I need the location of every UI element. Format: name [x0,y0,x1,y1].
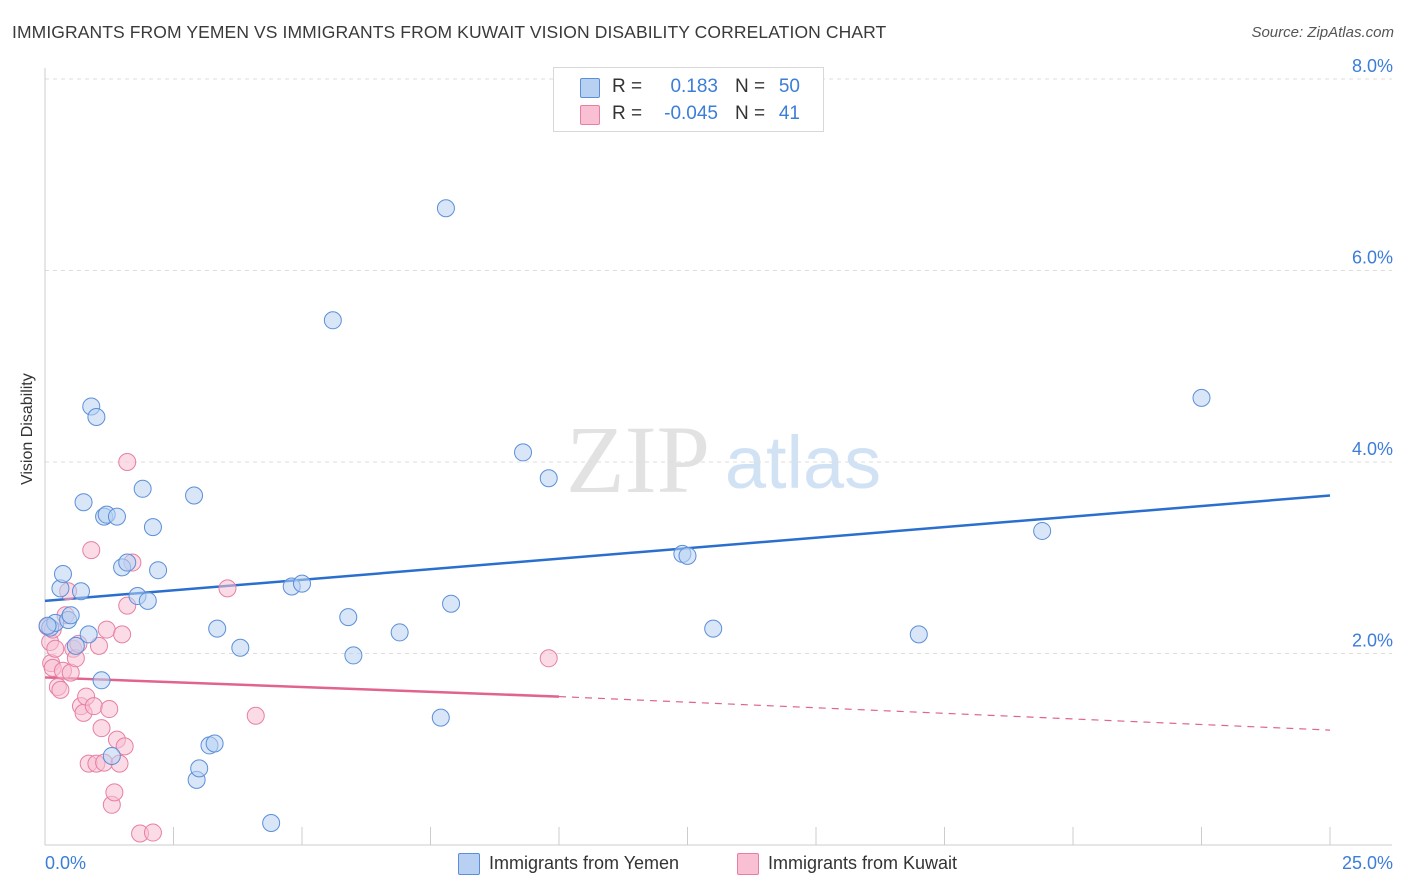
r-value: 0.183 [670,76,718,97]
point-yemen [539,469,558,488]
point-kuwait [51,680,70,699]
data-points [38,199,1211,843]
watermark-atlas: atlas [725,421,881,504]
n-label: N = [735,76,766,97]
r-label: R = [612,76,643,97]
point-yemen [190,759,209,778]
n-value: 50 [778,76,800,97]
point-kuwait [89,636,108,655]
point-yemen [678,546,697,565]
point-yemen [74,493,93,512]
point-yemen [138,591,157,610]
y-tick-label: 8.0% [1352,56,1393,76]
point-yemen [71,582,90,601]
legend-swatch-pink [737,853,759,875]
point-kuwait [539,649,558,668]
point-yemen [514,443,533,462]
point-yemen [205,734,224,753]
point-yemen [431,708,450,727]
y-tick-label: 2.0% [1352,631,1393,651]
r-label: R = [612,103,643,124]
point-yemen [442,594,461,613]
stats-swatch-pink [580,105,600,125]
trend-line-kuwait [44,676,560,698]
legend-label: Immigrants from Yemen [489,853,680,873]
y-tick-label: 4.0% [1352,439,1393,459]
point-yemen [1033,521,1052,540]
point-kuwait [46,639,65,658]
point-yemen [231,638,250,657]
x-tick-label-max: 25.0% [1342,853,1393,873]
point-yemen [339,608,358,627]
point-kuwait [113,625,132,644]
point-yemen [87,407,106,426]
point-yemen [107,507,126,526]
point-yemen [79,625,98,644]
chart-title: IMMIGRANTS FROM YEMEN VS IMMIGRANTS FROM… [12,22,887,42]
point-yemen [185,486,204,505]
point-kuwait [100,700,119,719]
point-yemen [344,646,363,665]
point-yemen [1192,388,1211,407]
trend-line-kuwait-extrapolated [558,695,1331,731]
x-tick-label-min: 0.0% [45,853,86,873]
point-yemen [66,636,85,655]
point-kuwait [82,541,101,560]
point-kuwait [97,620,116,639]
point-yemen [38,616,57,635]
point-yemen [704,619,723,638]
point-kuwait [246,706,265,725]
point-yemen [102,746,121,765]
tick-labels: 2.0% 4.0% 6.0% 8.0% 0.0% 25.0% [45,56,1393,873]
y-tick-label: 6.0% [1352,248,1393,268]
point-yemen [390,623,409,642]
source-label: Source: ZipAtlas.com [1251,24,1394,41]
point-kuwait [143,823,162,842]
legend-label: Immigrants from Kuwait [768,853,958,873]
point-yemen [323,311,342,330]
n-label: N = [735,103,766,124]
stats-swatch-blue [580,78,600,98]
stats-row-kuwait: R = -0.045 N = 41 [554,101,823,129]
point-kuwait [84,697,103,716]
point-yemen [208,619,227,638]
point-yemen [143,518,162,537]
point-kuwait [118,453,137,471]
point-yemen [53,565,72,584]
n-value: 41 [778,103,800,124]
point-yemen [61,606,80,625]
correlation-stats-box: R = 0.183 N = 50 R = -0.045 N = 41 [553,67,824,132]
axes [44,68,1392,846]
point-kuwait [218,579,237,598]
point-yemen [909,625,928,644]
trend-lines [44,494,1331,731]
point-yemen [293,574,311,593]
watermark-zip: ZIP [566,406,710,513]
grid-lines [45,78,1392,654]
point-kuwait [92,719,111,738]
point-yemen [92,671,111,690]
stats-row-yemen: R = 0.183 N = 50 [554,74,823,102]
point-kuwait [115,737,134,756]
point-yemen [118,553,137,572]
point-kuwait [105,783,124,802]
r-value: -0.045 [664,103,718,124]
point-yemen [262,813,281,832]
point-yemen [133,479,152,498]
point-yemen [149,561,168,580]
point-yemen [436,199,455,218]
legend-swatch-blue [458,853,480,875]
